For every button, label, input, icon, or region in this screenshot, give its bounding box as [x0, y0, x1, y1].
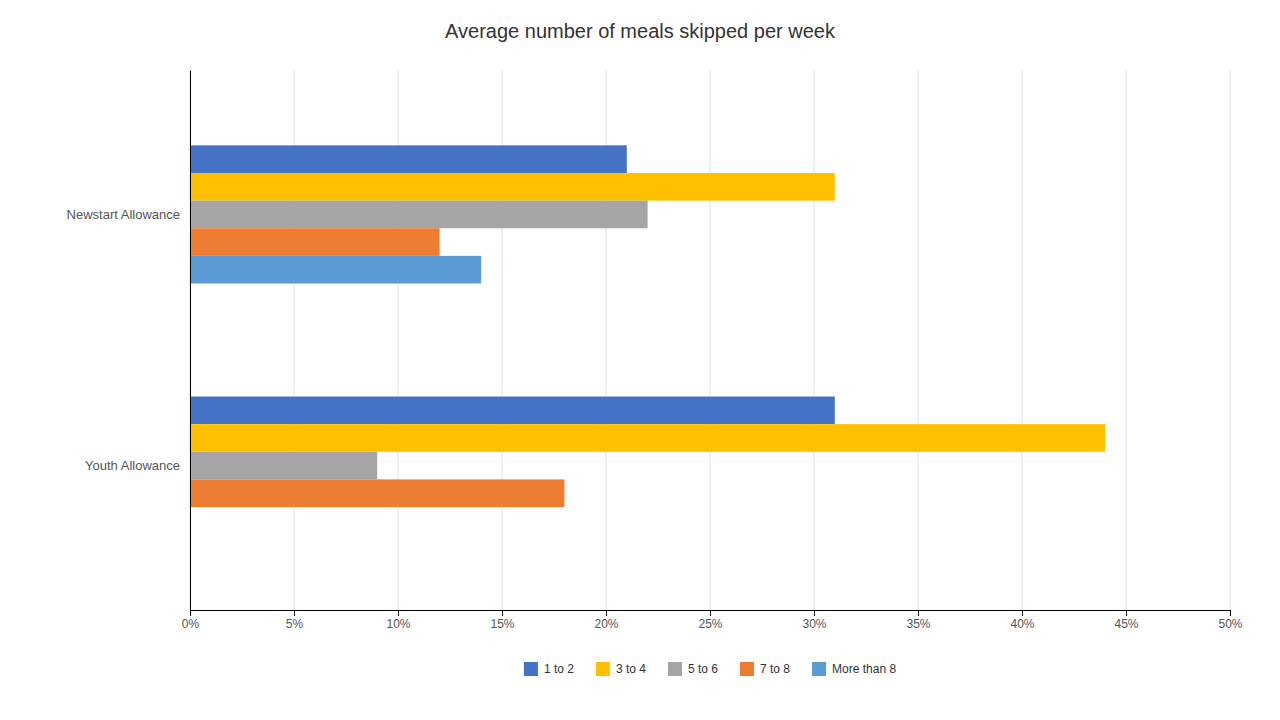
tick: 5%	[286, 610, 304, 631]
bar-series	[190, 173, 1105, 452]
tick: 40%	[1010, 610, 1034, 631]
tick: Youth Allowance	[85, 458, 180, 473]
legend-item: More than 8	[812, 662, 896, 676]
legend-label: 3 to 4	[616, 662, 646, 676]
tick-label: 5%	[286, 617, 304, 631]
chart-title: Average number of meals skipped per week	[445, 20, 836, 42]
tick: 35%	[906, 610, 930, 631]
tick-label: 30%	[802, 617, 826, 631]
bar	[190, 201, 648, 229]
chart-svg: Average number of meals skipped per week…	[0, 0, 1280, 720]
bar-series	[190, 256, 481, 284]
tick: 20%	[594, 610, 618, 631]
bar	[190, 145, 627, 173]
tick-label: 40%	[1010, 617, 1034, 631]
grid	[190, 70, 1230, 610]
bar	[190, 256, 481, 284]
y-axis: Newstart Allowance Youth Allowance	[67, 71, 191, 611]
legend-label: 5 to 6	[688, 662, 718, 676]
tick-mark	[1230, 610, 1231, 616]
tick-label: 20%	[594, 617, 618, 631]
tick-label: 25%	[698, 617, 722, 631]
legend-swatch	[668, 662, 682, 676]
tick: Newstart Allowance	[67, 207, 180, 222]
legend-label: More than 8	[832, 662, 896, 676]
legend-label: 7 to 8	[760, 662, 790, 676]
tick-mark	[918, 610, 919, 616]
bar	[190, 397, 835, 425]
bar	[190, 424, 1105, 452]
legend-item: 7 to 8	[740, 662, 790, 676]
bar	[190, 452, 377, 480]
bar	[190, 479, 564, 507]
tick-label: 45%	[1114, 617, 1138, 631]
tick-mark	[1126, 610, 1127, 616]
tick: 30%	[802, 610, 826, 631]
tick-mark	[502, 610, 503, 616]
grid-line	[1126, 70, 1127, 610]
grid-line	[190, 70, 191, 610]
legend-item: 5 to 6	[668, 662, 718, 676]
legend-item: 3 to 4	[596, 662, 646, 676]
legend-swatch	[740, 662, 754, 676]
bar-series	[190, 228, 564, 507]
plot-area: 0% 5% 10% 15% 20% 25% 30% 35% 40% 45% 50% Newstart …	[67, 70, 1243, 631]
tick: 45%	[1114, 610, 1138, 631]
grid-line	[918, 70, 919, 610]
bar-series	[190, 201, 648, 480]
tick: 50%	[1218, 610, 1242, 631]
grid-line	[814, 70, 815, 610]
bar	[190, 228, 440, 256]
legend-swatch	[524, 662, 538, 676]
legend-swatch	[812, 662, 826, 676]
tick-label: Newstart Allowance	[67, 207, 180, 222]
tick-label: 10%	[386, 617, 410, 631]
tick-label: 35%	[906, 617, 930, 631]
tick: 10%	[386, 610, 410, 631]
chart-container: Average number of meals skipped per week…	[0, 0, 1280, 720]
tick-mark	[398, 610, 399, 616]
tick-mark	[814, 610, 815, 616]
tick-mark	[710, 610, 711, 616]
bar	[190, 173, 835, 201]
grid-line	[1230, 70, 1231, 610]
tick-label: Youth Allowance	[85, 458, 180, 473]
tick: 0%	[182, 610, 200, 631]
tick-label: 50%	[1218, 617, 1242, 631]
tick-label: 15%	[490, 617, 514, 631]
bars	[190, 145, 1105, 507]
tick: 15%	[490, 610, 514, 631]
tick-mark	[190, 610, 191, 616]
tick-mark	[606, 610, 607, 616]
legend-label: 1 to 2	[544, 662, 574, 676]
axis-line	[190, 71, 191, 611]
tick-label: 0%	[182, 617, 200, 631]
legend-item: 1 to 2	[524, 662, 574, 676]
x-axis: 0% 5% 10% 15% 20% 25% 30% 35% 40% 45% 50%	[182, 610, 1243, 631]
tick: 25%	[698, 610, 722, 631]
grid-line	[710, 70, 711, 610]
bar-series	[190, 145, 835, 424]
axis-line	[191, 611, 1231, 617]
grid-line	[1022, 70, 1023, 610]
tick-mark	[1022, 610, 1023, 616]
tick-mark	[294, 610, 295, 616]
legend: 1 to 2 3 to 4 5 to 6 7 to 8 More than 8	[524, 662, 896, 676]
legend-swatch	[596, 662, 610, 676]
